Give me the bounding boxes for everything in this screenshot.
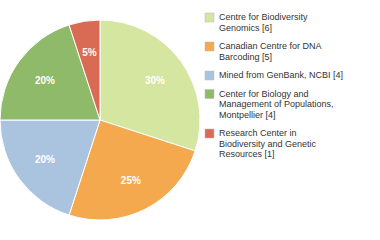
legend-label-line: Resources [1] — [219, 149, 275, 159]
legend-label-line: Biodiversity and Genetic — [219, 139, 317, 149]
legend-label-line: Canadian Centre for DNA — [219, 41, 322, 51]
slice — [0, 120, 100, 215]
legend: Centre for BiodiversityGenomics [6] Canad… — [205, 12, 343, 159]
legend-swatch — [205, 90, 214, 99]
legend-label: Canadian Centre for DNABarcoding [5] — [219, 41, 322, 62]
legend-label-line: Center for Biology and — [219, 89, 309, 99]
legend-label: Mined from GenBank, NCBI [4] — [219, 70, 343, 80]
legend-label: Center for Biology andManagement of Popu… — [219, 89, 334, 120]
legend-label-line: Genomics [6] — [219, 23, 272, 33]
chart: 30% 25% 20% 20% 5% Centre for BiodiversityGen… — [0, 0, 380, 240]
data-labels: 30% 25% 20% 20% 5% — [35, 47, 165, 186]
data-label: 5% — [82, 47, 97, 58]
legend-label-line: Barcoding [5] — [219, 52, 272, 62]
legend-label: Centre for BiodiversityGenomics [6] — [219, 12, 308, 33]
data-label: 30% — [145, 75, 165, 86]
legend-swatch — [205, 71, 214, 80]
legend-swatch — [205, 42, 214, 51]
slice — [69, 20, 100, 120]
data-label: 20% — [35, 154, 55, 165]
data-label: 20% — [35, 75, 55, 86]
legend-label-line: Mined from GenBank, NCBI [4] — [219, 70, 343, 80]
legend-label-line: Research Center in — [219, 128, 297, 138]
legend-label-line: Management of Populations, — [219, 99, 334, 109]
legend-swatch — [205, 129, 214, 138]
legend-label-line: Centre for Biodiversity — [219, 12, 308, 22]
data-label: 25% — [121, 175, 141, 186]
pie — [0, 20, 200, 220]
legend-label: Research Center inBiodiversity and Genet… — [219, 128, 317, 159]
legend-swatch — [205, 13, 214, 22]
legend-label-line: Montpellier [4] — [219, 110, 276, 120]
